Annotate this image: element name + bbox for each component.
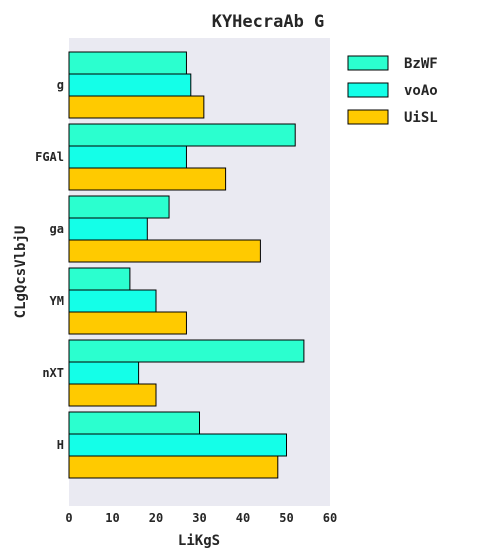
bar-g-UiSL [68, 95, 205, 119]
legend-label-voAo: voAo [404, 83, 438, 99]
y-tick-label: g [57, 78, 64, 92]
bar-YM-voAo [68, 289, 157, 313]
legend-swatch-BzWF [347, 55, 389, 71]
x-tick-label: 40 [236, 511, 250, 525]
y-tick-label: H [57, 438, 64, 452]
x-axis-label: LiKgS [178, 533, 220, 549]
x-tick-label: 10 [105, 511, 119, 525]
legend-label-UiSL: UiSL [404, 110, 438, 126]
bar-FGAl-BzWF [68, 123, 296, 147]
legend-label-BzWF: BzWF [404, 56, 438, 72]
x-tick-labels: 0 10 20 30 40 50 60 [65, 511, 337, 525]
bar-FGAl-UiSL [68, 167, 227, 191]
x-tick-label: 0 [65, 511, 72, 525]
bar-nXT-UiSL [68, 383, 157, 407]
bar-nXT-BzWF [68, 339, 305, 363]
bar-ga-BzWF [68, 195, 170, 219]
legend-swatch-voAo [347, 82, 389, 98]
x-tick-label: 50 [279, 511, 293, 525]
bar-H-UiSL [68, 455, 279, 479]
bar-FGAl-voAo [68, 145, 187, 169]
y-tick-label: YM [50, 294, 64, 308]
bar-YM-UiSL [68, 311, 187, 335]
bar-H-voAo [68, 433, 287, 457]
chart-title: KYHecraAb G [212, 12, 325, 32]
x-tick-label: 20 [149, 511, 163, 525]
bar-ga-UiSL [68, 239, 261, 263]
bar-g-voAo [68, 73, 192, 97]
bar-ga-voAo [68, 217, 148, 241]
y-tick-label: nXT [42, 366, 64, 380]
bar-YM-BzWF [68, 267, 131, 291]
y-axis-label: CLgQcsVlbjU [13, 226, 29, 319]
y-tick-label: FGAl [35, 150, 64, 164]
legend: BzWF voAo UiSL [347, 55, 438, 126]
bar-nXT-voAo [68, 361, 140, 385]
bar-H-BzWF [68, 411, 200, 435]
bar-g-BzWF [68, 51, 187, 75]
bars-group [68, 51, 305, 479]
legend-swatch-UiSL [347, 109, 389, 125]
x-tick-label: 30 [192, 511, 206, 525]
y-tick-labels: g FGAl ga YM nXT H [35, 78, 64, 452]
x-tick-label: 60 [323, 511, 337, 525]
y-tick-label: ga [50, 222, 64, 236]
